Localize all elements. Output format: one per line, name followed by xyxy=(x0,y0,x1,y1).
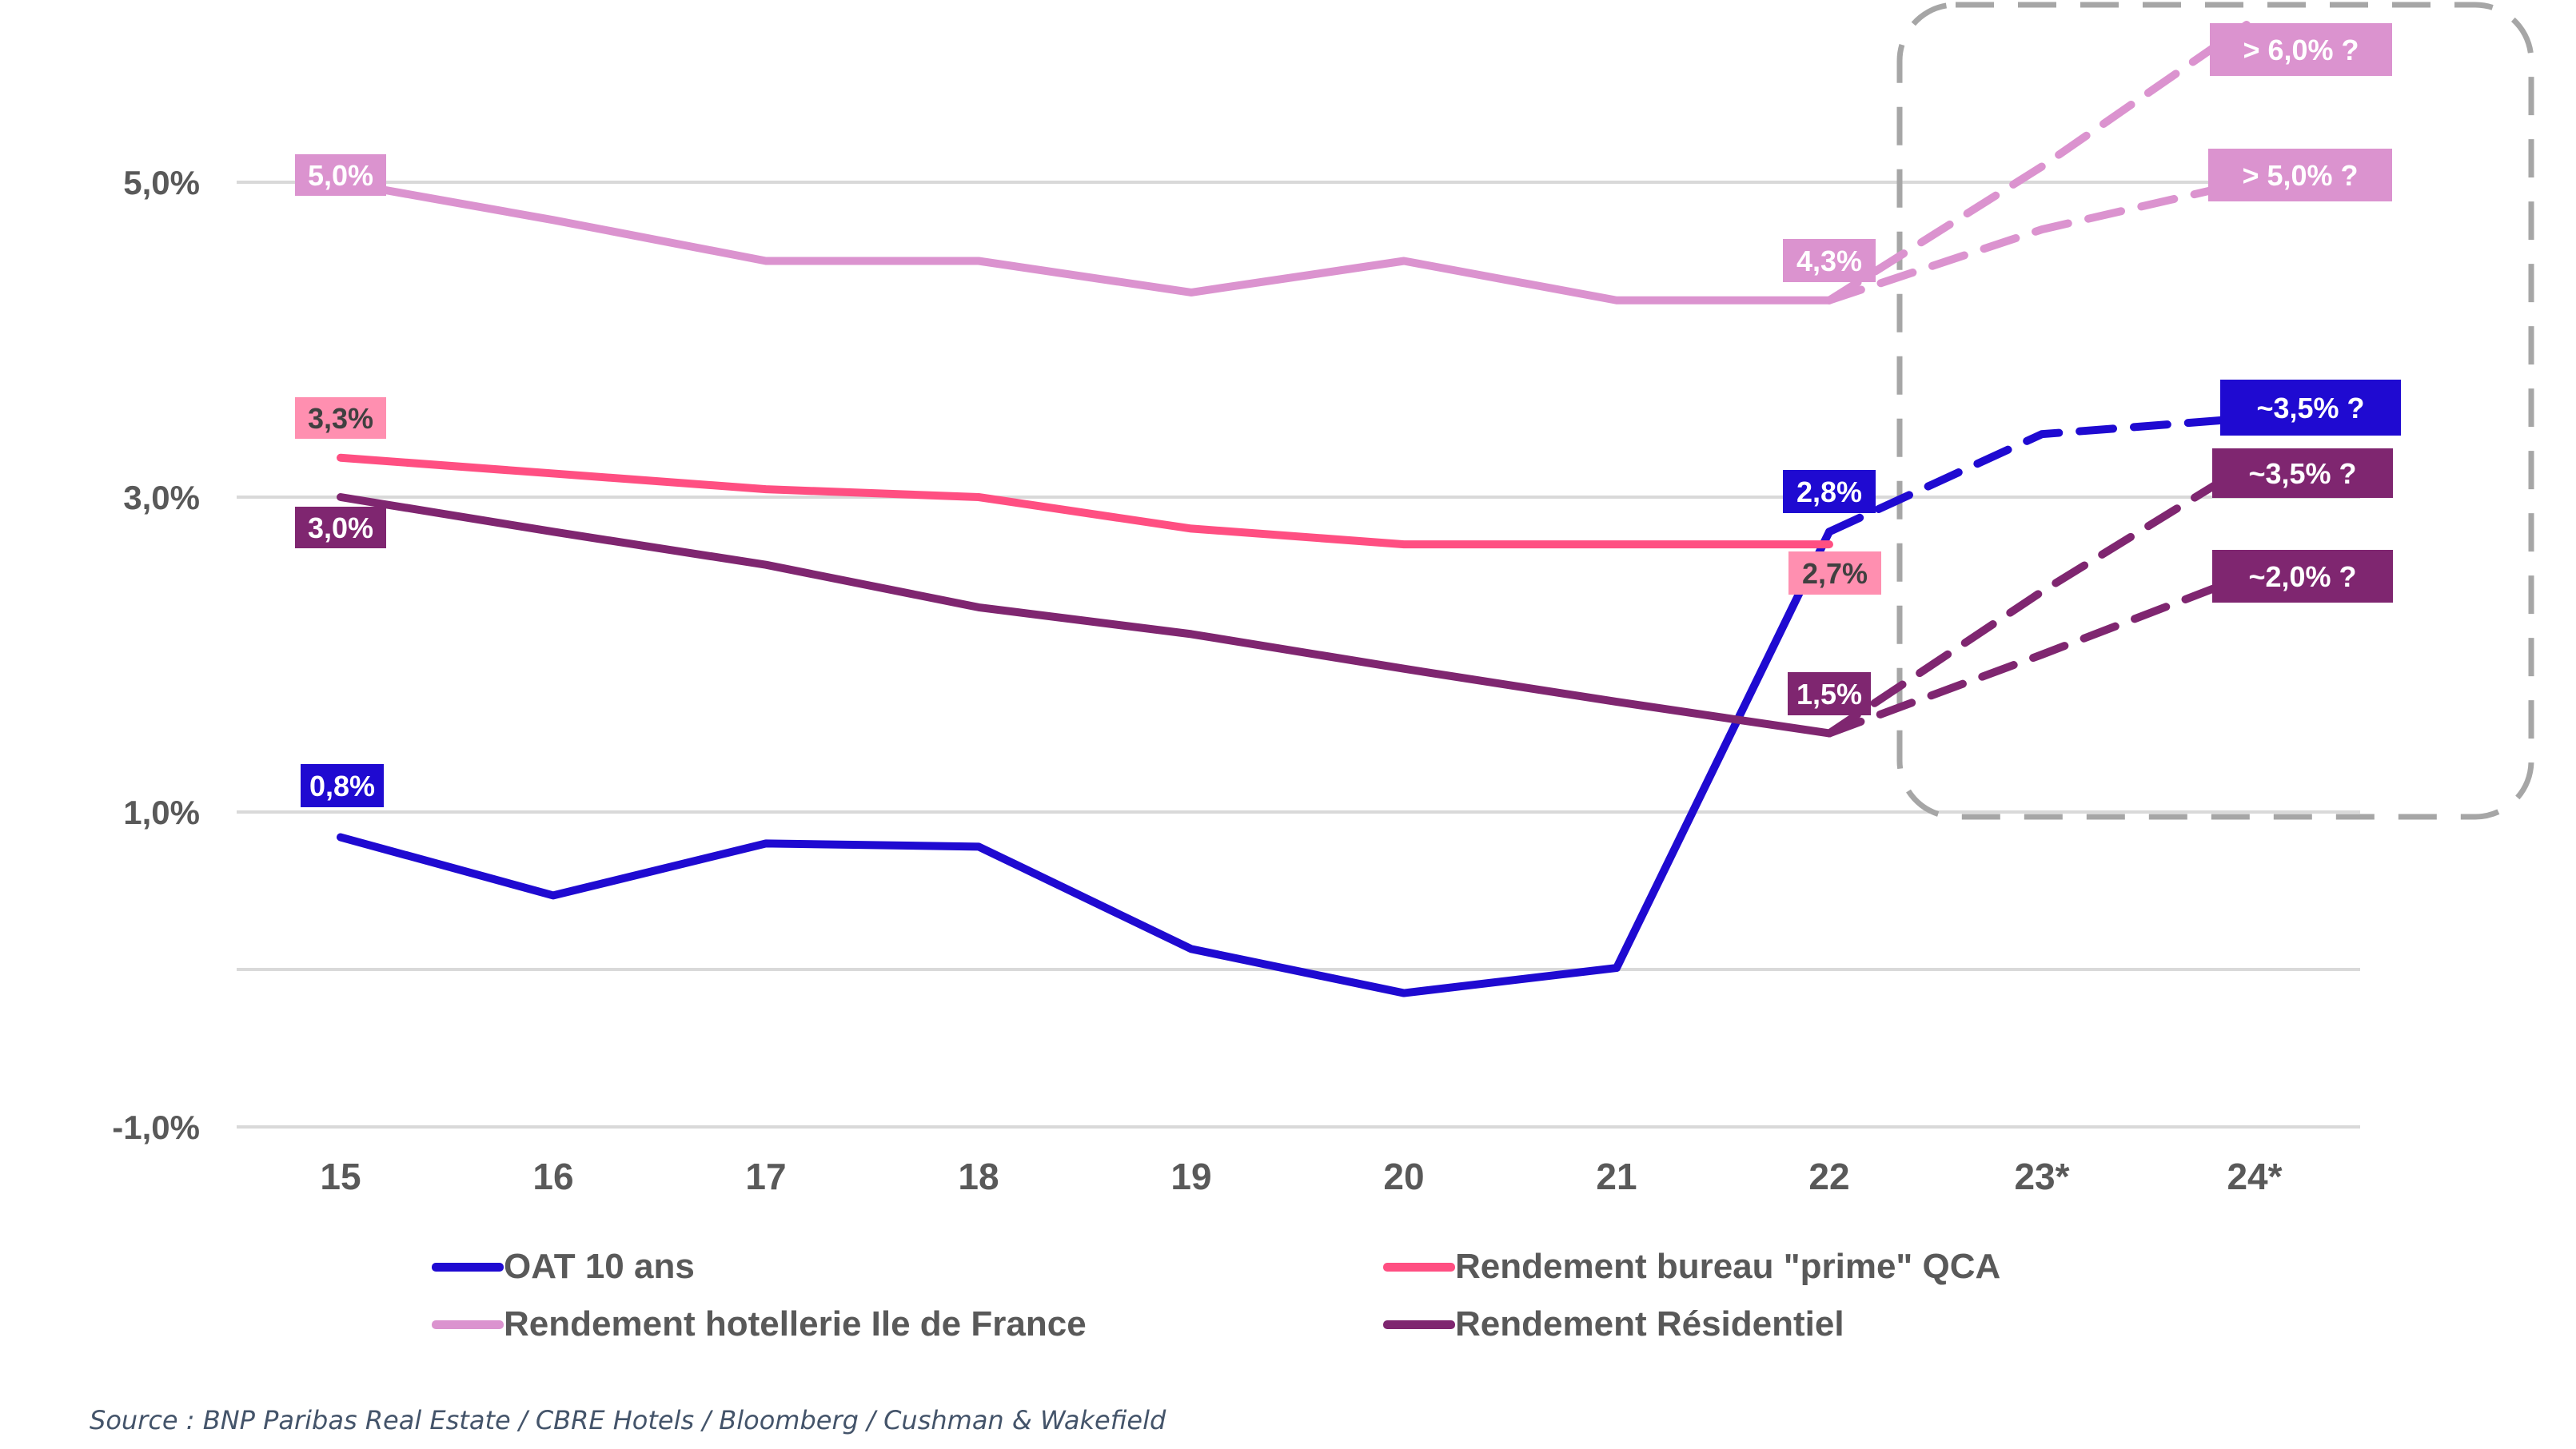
data-label-hotel-proj-low: > 5,0% ? xyxy=(2208,149,2392,201)
gridlines xyxy=(237,181,2360,1129)
y-tick-label: -1,0% xyxy=(112,1109,200,1146)
legend-item-oat: OAT 10 ans xyxy=(432,1247,695,1287)
data-label-text: 1,5% xyxy=(1796,678,1862,711)
y-tick-label: 5,0% xyxy=(123,164,200,201)
series-lines xyxy=(337,21,2251,997)
x-tick-label: 16 xyxy=(532,1156,573,1197)
data-label-bg xyxy=(2210,23,2392,76)
data-label-text: ~2,0% ? xyxy=(2248,560,2356,593)
data-label-residentiel-end: 1,5% xyxy=(1788,672,1871,715)
series-line xyxy=(337,453,1833,549)
data-label-text: ~3,5% ? xyxy=(2256,392,2364,424)
x-tick-label: 21 xyxy=(1596,1156,1637,1197)
projection-line xyxy=(1825,178,2251,305)
data-label-bg xyxy=(2212,550,2393,603)
data-label-bureau-start: 3,3% xyxy=(295,397,386,439)
data-label-hotel-proj-high: > 6,0% ? xyxy=(2210,23,2392,76)
data-label-text: 0,8% xyxy=(309,770,375,802)
legend-swatch-residentiel xyxy=(1383,1320,1455,1329)
data-labels: 5,0% 3,3% 3,0% 0,8% 4,3% 2,8% 2,7% 1,5% > 6,0% ?… xyxy=(295,23,2401,807)
legend-swatch-hotel xyxy=(432,1320,504,1329)
data-label-oat-start: 0,8% xyxy=(301,764,384,807)
legend-label: OAT 10 ans xyxy=(504,1247,695,1286)
projection-line xyxy=(1825,571,2251,738)
y-tick-label: 3,0% xyxy=(123,479,200,516)
data-label-text: ~3,5% ? xyxy=(2248,457,2356,490)
data-label-bureau-end: 2,7% xyxy=(1788,551,1881,595)
projection-line xyxy=(1825,21,2251,305)
projection-line xyxy=(1825,414,2251,536)
data-label-text: 3,0% xyxy=(308,512,373,544)
x-tick-label: 22 xyxy=(1808,1156,1849,1197)
data-label-text: 4,3% xyxy=(1796,245,1862,277)
forecast-box xyxy=(1896,2,2534,820)
x-tick-label: 20 xyxy=(1383,1156,1424,1197)
x-tick-label: 23* xyxy=(2014,1156,2069,1197)
legend-label: Rendement hotellerie Ile de France xyxy=(504,1304,1087,1344)
legend-item-hotel: Rendement hotellerie Ile de France xyxy=(432,1304,1087,1344)
legend-item-bureau: Rendement bureau "prime" QCA xyxy=(1383,1247,2000,1287)
data-label-bg xyxy=(1788,672,1871,715)
x-tick-label: 19 xyxy=(1170,1156,1211,1197)
series-line xyxy=(337,527,1833,997)
data-label-residentiel-proj-high: ~3,5% ? xyxy=(2212,448,2393,498)
data-label-hotel-end: 4,3% xyxy=(1783,239,1876,282)
data-label-residentiel-start: 3,0% xyxy=(295,507,386,548)
data-label-oat-proj: ~3,5% ? xyxy=(2220,380,2401,436)
y-axis-ticks: 5,0% 3,0% 1,0% -1,0% xyxy=(112,164,200,1146)
data-label-oat-end: 2,8% xyxy=(1783,470,1876,513)
source-note: Source : BNP Paribas Real Estate / CBRE … xyxy=(90,1405,1166,1435)
data-label-bg xyxy=(295,397,386,439)
legend-label: Rendement Résidentiel xyxy=(1455,1304,1844,1344)
legend-label: Rendement bureau "prime" QCA xyxy=(1455,1247,2001,1286)
data-label-bg xyxy=(2208,149,2392,201)
legend-item-residentiel: Rendement Résidentiel xyxy=(1383,1304,1844,1344)
x-tick-label: 15 xyxy=(320,1156,361,1197)
data-label-bg xyxy=(295,507,386,548)
series-line xyxy=(337,493,1833,738)
x-tick-label: 24* xyxy=(2227,1156,2282,1197)
data-label-bg xyxy=(2212,448,2393,498)
projection-line xyxy=(1825,461,2251,738)
data-label-bg xyxy=(1783,239,1876,282)
series-line xyxy=(337,178,1833,305)
data-label-bg xyxy=(1783,470,1876,513)
data-label-text: > 5,0% ? xyxy=(2242,159,2358,192)
data-label-text: 2,8% xyxy=(1796,476,1862,508)
data-label-bg xyxy=(295,154,386,196)
x-tick-label: 18 xyxy=(958,1156,999,1197)
data-label-residentiel-proj-low: ~2,0% ? xyxy=(2212,550,2393,603)
data-label-bg xyxy=(2220,380,2401,436)
x-tick-label: 17 xyxy=(745,1156,786,1197)
data-label-bg xyxy=(1788,551,1881,595)
data-label-text: 2,7% xyxy=(1802,557,1868,590)
data-label-text: 5,0% xyxy=(308,159,373,192)
data-label-text: > 6,0% ? xyxy=(2243,34,2359,66)
x-axis-ticks: 15 16 17 18 19 20 21 22 23* 24* xyxy=(320,1156,2282,1197)
data-label-text: 3,3% xyxy=(308,402,373,435)
legend-swatch-bureau xyxy=(1383,1262,1455,1272)
data-label-bg xyxy=(301,764,384,807)
y-tick-label: 1,0% xyxy=(123,794,200,831)
data-label-hotel-start: 5,0% xyxy=(295,154,386,196)
legend-swatch-oat xyxy=(432,1262,504,1272)
